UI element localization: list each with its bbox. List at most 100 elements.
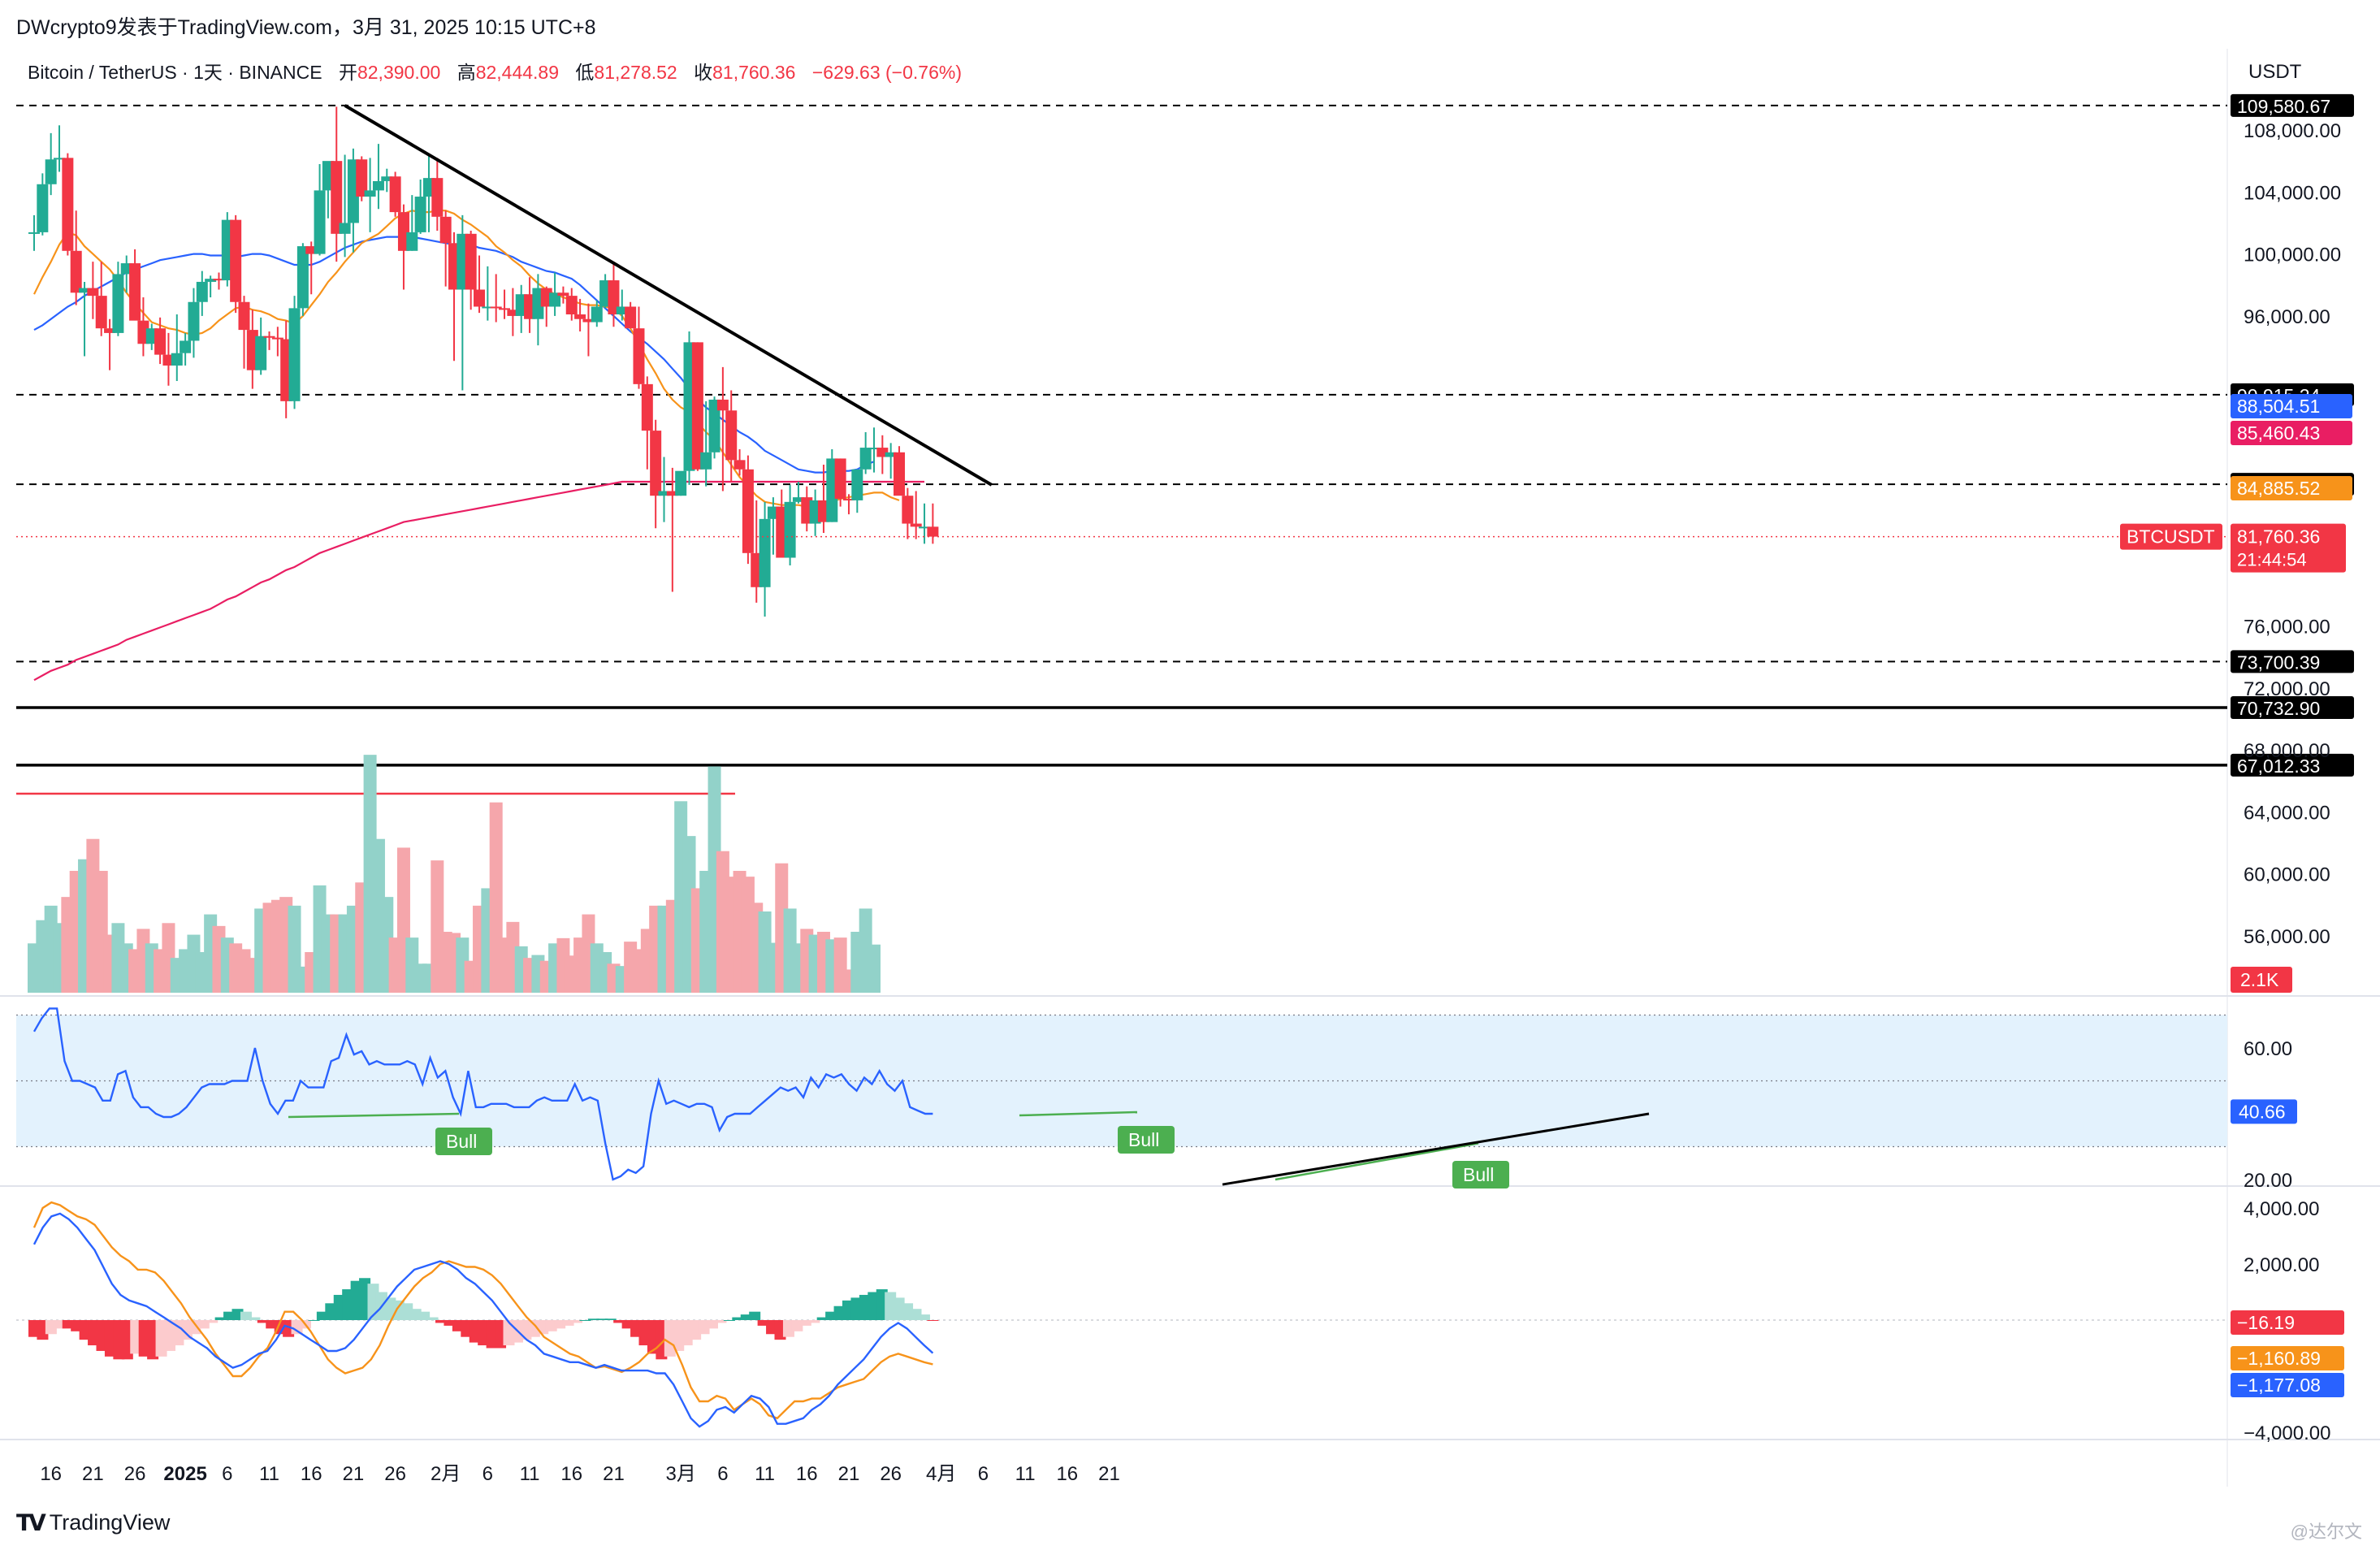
candle-body <box>499 308 511 310</box>
candle <box>842 494 855 515</box>
candle <box>641 376 653 470</box>
candle <box>759 501 771 617</box>
candle-body <box>842 499 855 501</box>
candle-body <box>372 180 384 191</box>
rsi-value-label: 40.66 <box>2239 1101 2286 1122</box>
macd-line <box>32 1212 934 1428</box>
candle-body <box>700 452 712 470</box>
time-axis-tick: 11 <box>259 1463 279 1485</box>
candle <box>112 262 124 336</box>
candle-body <box>784 501 796 558</box>
candle-body <box>205 279 217 282</box>
macd-histogram-bar <box>579 1320 591 1321</box>
macd-histogram-bar <box>418 1311 431 1320</box>
candle <box>927 503 939 544</box>
macd-histogram-bar <box>214 1317 227 1320</box>
level-badge <box>2231 695 2354 719</box>
rsi-support-trendline[interactable] <box>1222 1112 1650 1186</box>
candle <box>62 153 74 256</box>
candle-body <box>389 176 401 213</box>
candle-body <box>154 328 167 355</box>
price-axis-tick: 100,000.00 <box>2244 245 2341 266</box>
price-axis-tick: 96,000.00 <box>2244 306 2330 328</box>
candle <box>725 390 738 483</box>
candle-body <box>919 526 931 529</box>
ma-price-badge-label: 85,460.43 <box>2237 422 2320 444</box>
candle-body <box>288 308 301 401</box>
rsi-axis-tick: 20.00 <box>2244 1170 2292 1192</box>
macd-value-label: −1,160.89 <box>2237 1348 2321 1369</box>
candle-body <box>95 296 107 329</box>
macd-signal-line <box>32 1201 933 1420</box>
candle-body <box>733 460 746 470</box>
bull-label: Bull <box>446 1131 477 1152</box>
symbol-title[interactable]: Bitcoin / TetherUS · 1天 · BINANCE <box>28 62 322 83</box>
candle <box>372 144 384 210</box>
macd-histogram-bar <box>740 1314 752 1320</box>
time-axis-tick: 26 <box>124 1463 146 1485</box>
time-axis-tick: 6 <box>717 1463 728 1485</box>
candle-body <box>331 161 343 234</box>
resistance-trendline[interactable] <box>344 104 993 487</box>
candles <box>28 106 939 617</box>
candle <box>95 262 107 336</box>
candle-body <box>364 190 376 197</box>
price-axis-tick: 108,000.00 <box>2244 120 2341 142</box>
ohlc-legend: Bitcoin / TetherUS · 1天 · BINANCE 开82,39… <box>28 57 962 84</box>
time-axis-tick: 6 <box>482 1463 493 1485</box>
level-badge <box>2231 753 2354 777</box>
candle-body <box>271 337 283 340</box>
level-badge-label: 73,700.39 <box>2237 652 2320 673</box>
macd-histogram-bar <box>206 1320 219 1323</box>
candle-body <box>675 470 687 496</box>
low-value: 81,278.52 <box>594 62 677 83</box>
macd-histogram-bar <box>316 1311 328 1320</box>
candle-body <box>314 190 326 254</box>
candle <box>414 180 426 234</box>
candle-body <box>885 452 897 457</box>
brand-footer[interactable]: 𝗧𝗩 TradingView <box>16 1509 170 1536</box>
candle-body <box>490 306 502 309</box>
candle <box>708 396 720 459</box>
candle <box>532 274 544 346</box>
macd-histogram-bar <box>435 1320 448 1323</box>
close-value: 81,760.36 <box>712 62 796 83</box>
candle <box>902 487 914 539</box>
high-value: 82,444.89 <box>475 62 560 83</box>
candle <box>792 482 804 504</box>
macd-histogram-bar <box>249 1317 261 1320</box>
candle <box>876 435 889 474</box>
macd-value-badge <box>2231 1346 2344 1370</box>
time-axis-tick: 3月 <box>666 1463 696 1485</box>
macd-axis-tick: 4,000.00 <box>2244 1198 2319 1220</box>
candle-body <box>507 310 519 316</box>
macd-axis-tick: 2,000.00 <box>2244 1254 2319 1276</box>
time-axis: 16 21 26 2025 6 11 16 21 26 2月 6 11 16 21 3月 6 11 16 21 26 4… <box>40 1463 1120 1485</box>
candle-body <box>633 328 645 384</box>
candle <box>230 214 242 314</box>
macd-histogram-bar <box>240 1311 252 1320</box>
candle <box>910 491 922 539</box>
time-axis-tick: 16 <box>1056 1463 1078 1485</box>
candle <box>834 458 846 507</box>
candle <box>314 163 326 256</box>
price-axis: USDT109,580.6790,915.2485,136.8273,700.3… <box>2120 61 2354 1444</box>
ma-price-badge <box>2231 476 2352 500</box>
candle-body <box>255 336 267 370</box>
candle-body <box>482 306 494 309</box>
candle <box>565 288 578 321</box>
ma-price-badge-label: 84,885.52 <box>2237 478 2320 499</box>
candle <box>196 271 208 316</box>
candle-body <box>565 296 578 315</box>
watermark: @达尔文 <box>2290 1522 2362 1542</box>
candle-body <box>549 292 561 307</box>
candle <box>582 303 595 357</box>
time-axis-tick: 11 <box>755 1463 775 1485</box>
time-axis-tick: 26 <box>880 1463 902 1485</box>
candle <box>271 327 283 357</box>
candle-body <box>37 184 49 232</box>
candle <box>507 288 519 336</box>
candle-body <box>641 383 653 431</box>
candle <box>288 296 301 409</box>
